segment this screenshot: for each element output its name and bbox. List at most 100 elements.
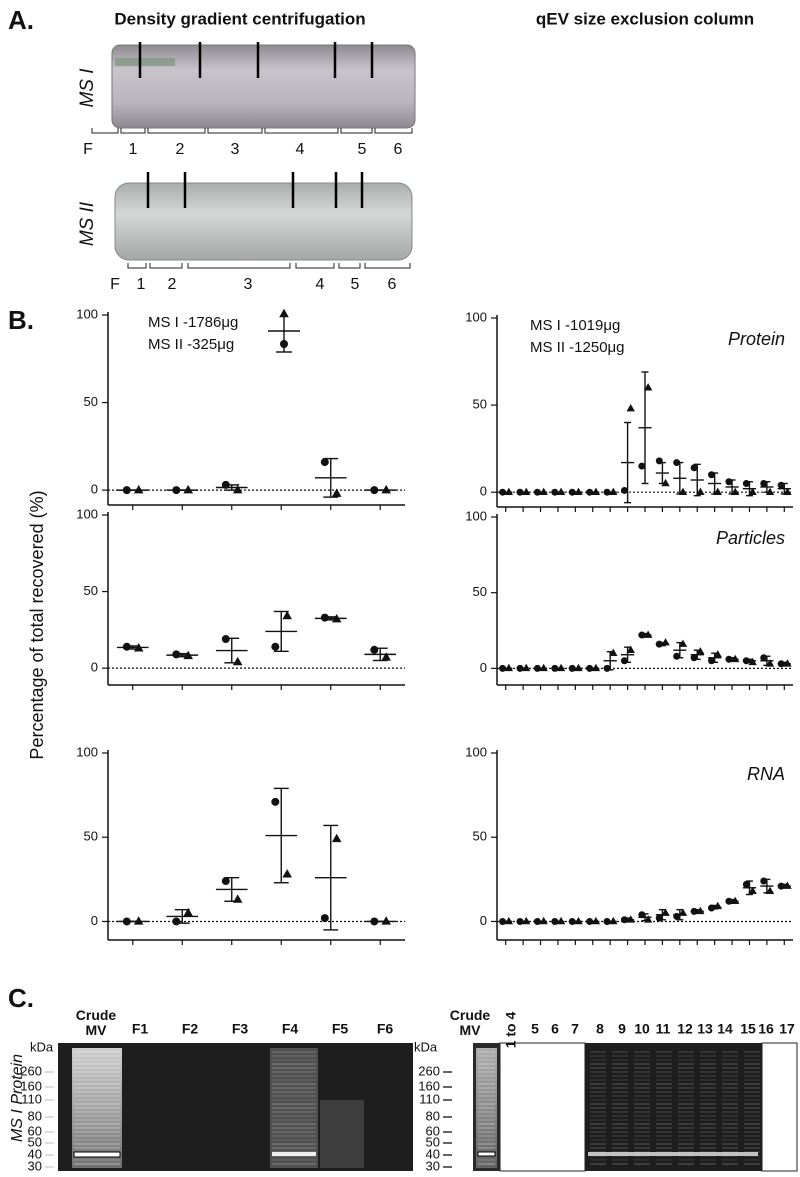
y-tick-label: 50 (473, 397, 487, 412)
lane-label: F2 (182, 1021, 199, 1037)
marker-label: 40 (28, 1146, 42, 1161)
point (655, 914, 663, 922)
point (320, 613, 329, 622)
lane-label: 5 (531, 1021, 539, 1037)
point (626, 915, 635, 923)
gel-band (477, 1151, 496, 1157)
point (730, 896, 740, 905)
y-tick-label: 100 (76, 506, 98, 521)
point (271, 797, 280, 806)
y-tick-label: 50 (84, 829, 98, 844)
gel-lane (270, 1048, 318, 1168)
point (760, 479, 768, 487)
point (678, 639, 688, 647)
fraction-label: 5 (358, 141, 367, 158)
point (609, 648, 618, 657)
lane-label: 8 (596, 1021, 604, 1037)
point (172, 917, 181, 926)
point (556, 916, 566, 925)
lane-label: 6 (551, 1021, 559, 1037)
legend-label: MS II -1250μg (530, 339, 625, 356)
lane-label: Crude MV (449, 1007, 491, 1038)
legend-symbol (279, 308, 289, 318)
point (725, 478, 733, 486)
lane-label: 15 (740, 1021, 756, 1037)
point (586, 488, 594, 496)
chart-title: Particles (716, 528, 785, 548)
y-tick-label: 50 (84, 394, 98, 409)
column-header: qEV size exclusion column (536, 9, 754, 28)
lane-label: 9 (618, 1021, 626, 1037)
fraction-brackets (127, 263, 411, 269)
point (620, 486, 628, 494)
point (748, 657, 757, 666)
point (172, 486, 181, 495)
marker-label: 160 (418, 1078, 440, 1093)
gel-y-label: MS I Protein (9, 1054, 26, 1142)
point (638, 911, 646, 919)
gel-band (73, 1151, 121, 1158)
lane-label: 14 (717, 1021, 733, 1037)
lane-label: 12 (677, 1021, 693, 1037)
gel-bands (73, 1051, 760, 1165)
point (696, 906, 705, 915)
gel-lane (320, 1100, 364, 1168)
y-tick-label: 100 (465, 309, 487, 324)
fraction-label: 4 (316, 276, 325, 293)
point (643, 383, 653, 391)
point (551, 664, 559, 672)
point (609, 487, 618, 495)
point (522, 663, 531, 672)
gel-blank (499, 1042, 586, 1172)
point (690, 907, 698, 915)
point (183, 484, 193, 494)
marker-label: 160 (20, 1078, 42, 1093)
lane-label: F1 (132, 1021, 149, 1037)
lane-label: F6 (377, 1021, 394, 1037)
point (586, 917, 594, 925)
point (760, 654, 768, 662)
fraction-label: F (110, 276, 120, 293)
marker-label: 260 (418, 1063, 440, 1078)
point (760, 877, 768, 885)
point (574, 487, 583, 495)
point (620, 657, 628, 665)
y-tick-label: 0 (91, 913, 98, 928)
kda-label: kDa (414, 1039, 438, 1054)
point (381, 484, 391, 494)
fraction-label: 3 (231, 141, 240, 158)
point (591, 916, 601, 925)
marker-label: 50 (426, 1134, 440, 1149)
fraction-label: 6 (394, 141, 403, 158)
point (777, 481, 785, 489)
point (626, 404, 635, 412)
point (504, 487, 514, 495)
point (522, 487, 531, 495)
point (568, 488, 576, 496)
point (232, 656, 243, 666)
point (533, 488, 541, 496)
y-tick-label: 100 (465, 508, 487, 523)
point (183, 650, 193, 660)
point (620, 916, 628, 924)
fraction-label: 6 (388, 276, 397, 293)
tube-image (114, 182, 413, 261)
legend-label: MS I -1019μg (530, 317, 620, 334)
fraction-label: 4 (296, 141, 305, 158)
marker-label: 110 (419, 1091, 440, 1106)
gel-band (588, 1152, 758, 1156)
point (708, 657, 716, 665)
point (539, 916, 548, 925)
point (603, 664, 611, 672)
point (638, 631, 646, 639)
point (661, 478, 670, 487)
point (568, 664, 576, 672)
point (742, 657, 750, 665)
point (730, 487, 740, 495)
tube-image (111, 44, 416, 129)
point (690, 464, 698, 472)
tube-band (115, 58, 175, 66)
point (282, 869, 292, 878)
point (661, 638, 670, 646)
point (783, 659, 792, 667)
